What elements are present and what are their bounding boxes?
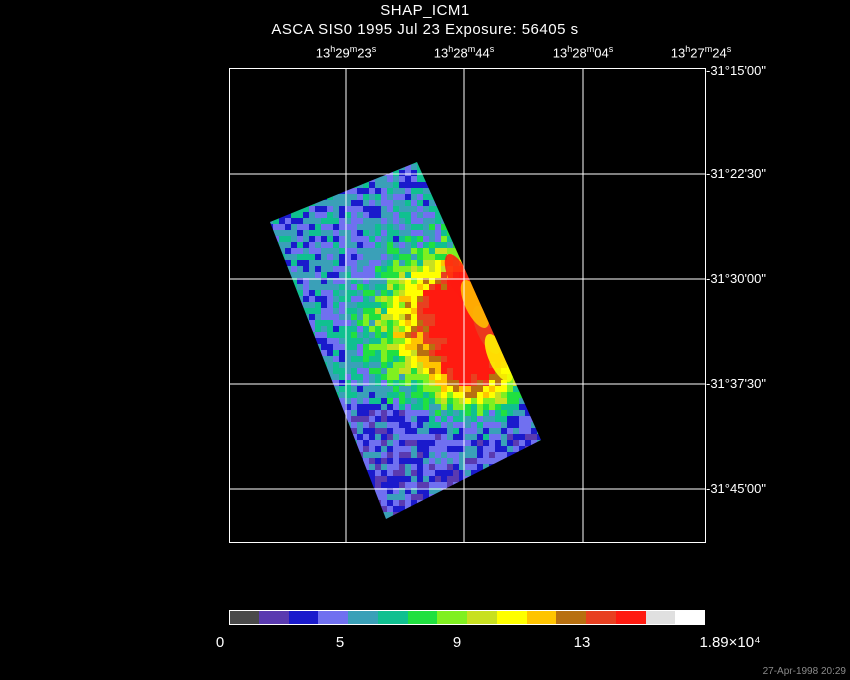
colorbar-swatch	[377, 610, 408, 625]
colorbar-swatch	[229, 610, 259, 625]
dec-tick-label: -31°45'00"	[706, 481, 767, 496]
detector-field	[270, 162, 541, 519]
colorbar-swatch	[437, 610, 468, 625]
colorbar-swatch	[258, 610, 289, 625]
colorbar-swatch	[645, 610, 676, 625]
colorbar-swatch	[348, 610, 378, 625]
colorbar-label: 9	[452, 634, 462, 651]
colorbar-swatch	[526, 610, 557, 625]
sky-image-plot	[229, 68, 706, 543]
dec-tick-label: -31°22'30"	[706, 166, 767, 181]
colorbar-label: 1.89×10⁴	[699, 634, 761, 651]
colorbar-swatch	[675, 610, 706, 625]
ra-tick-label: 13h28m04s	[552, 44, 614, 61]
colorbar-swatch	[288, 610, 319, 625]
dec-tick-label: -31°15'00"	[706, 63, 767, 78]
colorbar-swatch	[496, 610, 527, 625]
colorbar-label: 5	[335, 634, 345, 651]
image-title: SHAP_ICM1	[380, 2, 470, 19]
colorbar-swatch	[318, 610, 349, 625]
timestamp: 27-Apr-1998 20:29	[762, 666, 846, 677]
dec-tick-label: -31°30'00"	[706, 271, 767, 286]
colorbar-label: 13	[573, 634, 591, 651]
colorbar-swatch	[407, 610, 438, 625]
dec-tick-label: -31°37'30"	[706, 376, 767, 391]
ra-tick-label: 13h29m23s	[315, 44, 377, 61]
colorbar-swatch	[556, 610, 587, 625]
image-subtitle: ASCA SIS0 1995 Jul 23 Exposure: 56405 s	[271, 21, 579, 38]
plot-frame	[229, 68, 706, 543]
ra-tick-label: 13h27m24s	[670, 44, 732, 61]
colorbar-swatch	[586, 610, 616, 625]
coordinate-grid	[229, 68, 706, 543]
colorbar-label: 0	[215, 634, 225, 651]
ra-tick-label: 13h28m44s	[433, 44, 495, 61]
colorbar-swatch	[467, 610, 497, 625]
colorbar-frame	[229, 610, 705, 625]
colorbar-swatch	[615, 610, 646, 625]
